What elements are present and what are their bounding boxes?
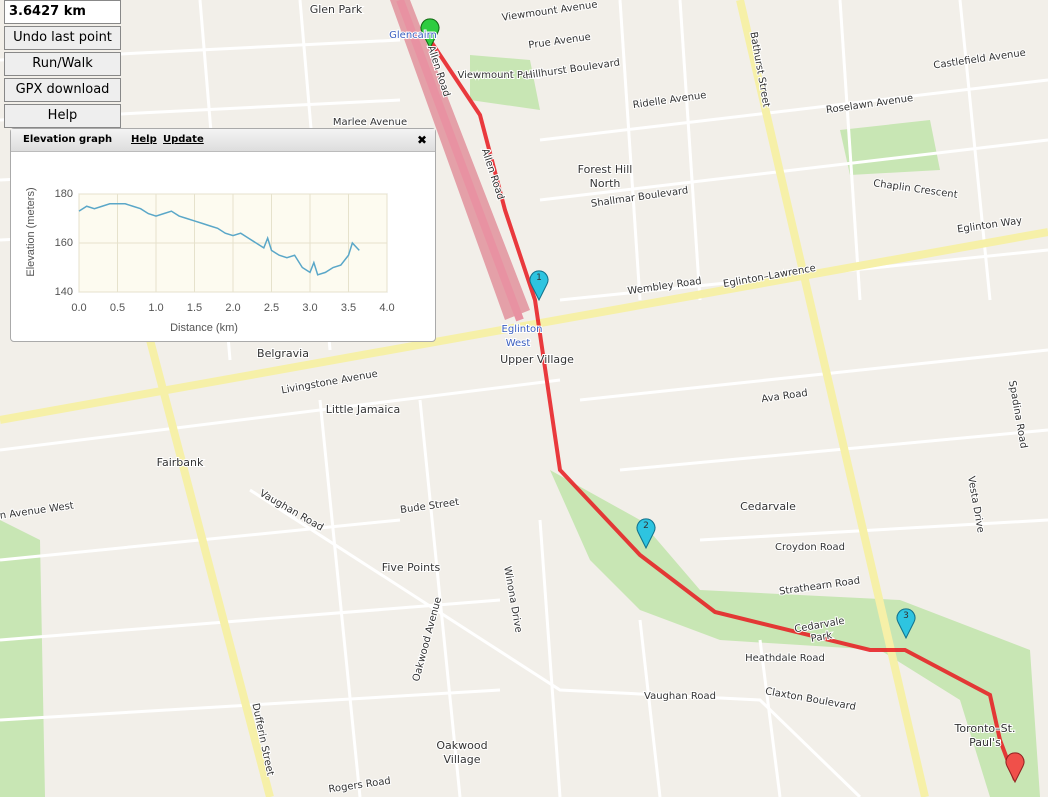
x-tick-label: 0.5: [110, 302, 125, 314]
map-label: Forest Hill: [578, 163, 633, 176]
map-label: Upper Village: [500, 353, 574, 366]
map-label: Little Jamaica: [326, 403, 400, 416]
waypoint-marker: [896, 608, 916, 640]
gpx-button[interactable]: GPX download: [4, 78, 121, 102]
elevation-line: [78, 203, 360, 276]
map-label: Park: [810, 630, 833, 645]
waypoint-marker: [636, 518, 656, 550]
map-label: Paul's: [969, 736, 1001, 749]
x-tick-label: 2.0: [225, 302, 240, 314]
map-label: Glencairn: [389, 30, 437, 41]
undo-button[interactable]: Undo last point: [4, 26, 121, 50]
x-tick-label: 3.5: [341, 302, 356, 314]
panel-help[interactable]: Help: [131, 134, 157, 145]
waypoint-label: 1: [536, 273, 542, 283]
y-axis-label: Elevation (meters): [25, 187, 37, 276]
elevation-chart: Distance (km) Elevation (meters) 0.0 0.5 1…: [25, 187, 395, 334]
y-tick-label: 180: [55, 188, 73, 200]
map-label: Viewmount Park: [458, 70, 539, 81]
map-label: Toronto–St.: [954, 722, 1016, 735]
map-label: Belgravia: [257, 347, 309, 360]
map-label: Fairbank: [157, 456, 204, 469]
y-tick-label: 140: [55, 286, 73, 298]
map-label: Heathdale Road: [745, 653, 825, 664]
y-tick-label: 160: [55, 237, 73, 249]
map-label: Cedarvale: [740, 500, 796, 513]
panel-update[interactable]: Update: [163, 134, 204, 145]
distance: 3.6427 km: [4, 0, 121, 24]
map-label: Marlee Avenue: [333, 117, 407, 128]
x-tick-label: 4.0: [379, 302, 394, 314]
map-label: Oakwood: [436, 739, 487, 752]
help-button[interactable]: Help: [4, 104, 121, 128]
map-label: Croydon Road: [775, 542, 845, 553]
waypoint-marker: [529, 270, 549, 302]
mode-select[interactable]: Run/Walk: [4, 52, 121, 76]
map-label: Village: [444, 753, 481, 766]
map-label: Vaughan Road: [644, 691, 716, 702]
route-markers: [420, 18, 1025, 784]
map-label: North: [590, 177, 621, 190]
panel-title: Elevation graph: [23, 134, 113, 145]
waypoint-label: 3: [903, 611, 909, 621]
map-label: Eglinton: [502, 324, 543, 335]
x-tick-label: 1.0: [148, 302, 163, 314]
x-tick-label: 0.0: [71, 302, 86, 314]
x-tick-label: 1.5: [187, 302, 202, 314]
x-axis-label: Distance (km): [170, 322, 238, 334]
panel-bar: Elevation graph Help Update ✖: [11, 129, 435, 152]
x-tick-label: 3.0: [302, 302, 317, 314]
map-label: Five Points: [382, 561, 441, 574]
map-label: Glen Park: [310, 3, 363, 16]
x-tick-label: 2.5: [264, 302, 279, 314]
controls: 3.6427 km Undo last point Run/Walk GPX d…: [4, 0, 121, 130]
panel-close[interactable]: ✖: [416, 133, 427, 147]
elevation-panel: Elevation graph Help Update ✖ Distance (…: [10, 128, 436, 342]
map-label: West: [506, 338, 531, 349]
waypoint-label: 2: [643, 521, 649, 531]
